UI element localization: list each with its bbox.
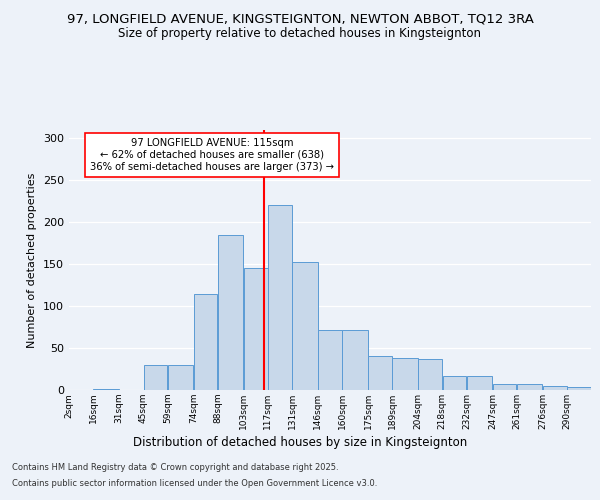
Bar [244, 268, 268, 390]
Y-axis label: Number of detached properties: Number of detached properties [28, 172, 37, 348]
Bar [292, 262, 317, 390]
Text: 97, LONGFIELD AVENUE, KINGSTEIGNTON, NEWTON ABBOT, TQ12 3RA: 97, LONGFIELD AVENUE, KINGSTEIGNTON, NEW… [67, 12, 533, 26]
Bar [168, 365, 193, 390]
Text: Distribution of detached houses by size in Kingsteignton: Distribution of detached houses by size … [133, 436, 467, 449]
Bar [493, 384, 517, 390]
Bar [194, 294, 217, 390]
Bar [343, 330, 368, 390]
Bar [368, 356, 392, 390]
Bar [94, 389, 119, 390]
Text: Contains public sector information licensed under the Open Government Licence v3: Contains public sector information licen… [12, 478, 377, 488]
Bar [218, 235, 244, 390]
Bar [517, 384, 542, 390]
Bar [268, 206, 292, 390]
Text: Size of property relative to detached houses in Kingsteignton: Size of property relative to detached ho… [119, 28, 482, 40]
Bar [567, 388, 591, 390]
Text: Contains HM Land Registry data © Crown copyright and database right 2025.: Contains HM Land Registry data © Crown c… [12, 464, 338, 472]
Text: 97 LONGFIELD AVENUE: 115sqm
← 62% of detached houses are smaller (638)
36% of se: 97 LONGFIELD AVENUE: 115sqm ← 62% of det… [91, 138, 334, 172]
Bar [418, 359, 442, 390]
Bar [467, 376, 492, 390]
Bar [143, 365, 167, 390]
Bar [443, 376, 466, 390]
Bar [318, 330, 342, 390]
Bar [543, 386, 566, 390]
Bar [392, 358, 418, 390]
